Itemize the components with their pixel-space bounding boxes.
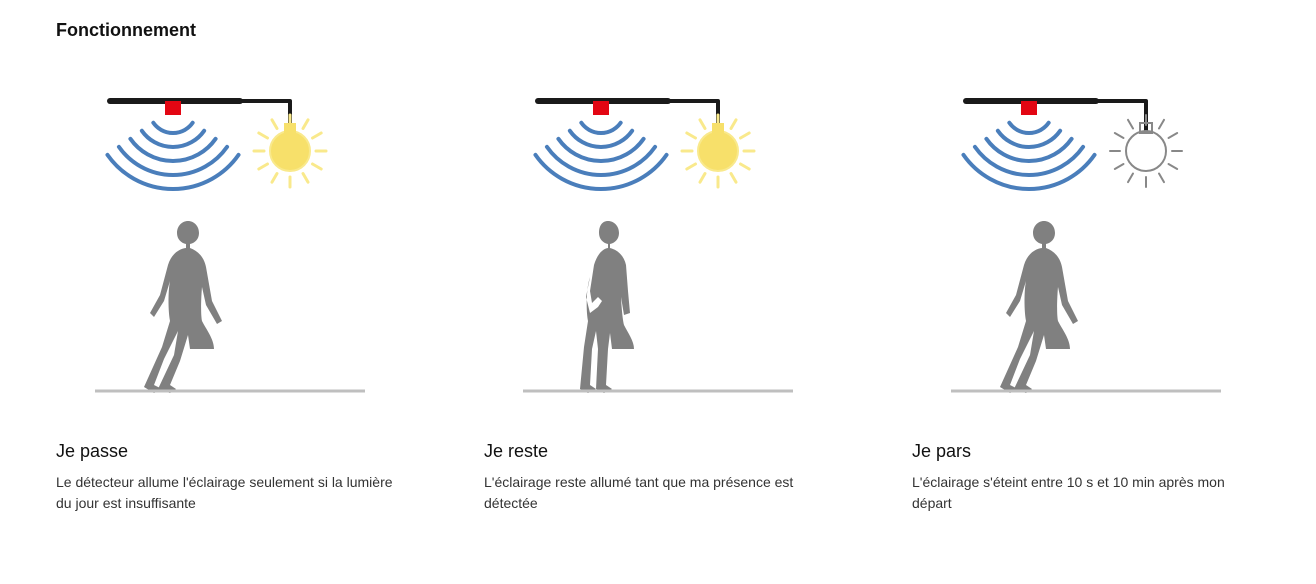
panel-desc-pass: Le détecteur allume l'éclairage seulemen… — [56, 472, 404, 514]
panel-title-pass: Je passe — [56, 441, 404, 462]
panel-leave: Je pars L'éclairage s'éteint entre 10 s … — [912, 71, 1260, 514]
panel-desc-stay: L'éclairage reste allumé tant que ma pré… — [484, 472, 832, 514]
panel-title-leave: Je pars — [912, 441, 1260, 462]
illustration-pass — [80, 71, 380, 411]
page-title: Fonctionnement — [56, 20, 1260, 41]
panels-row: Je passe Le détecteur allume l'éclairage… — [56, 71, 1260, 514]
illustration-stay — [508, 71, 808, 411]
panel-stay: Je reste L'éclairage reste allumé tant q… — [484, 71, 832, 514]
illustration-leave — [936, 71, 1236, 411]
panel-pass: Je passe Le détecteur allume l'éclairage… — [56, 71, 404, 514]
panel-desc-leave: L'éclairage s'éteint entre 10 s et 10 mi… — [912, 472, 1260, 514]
panel-title-stay: Je reste — [484, 441, 832, 462]
